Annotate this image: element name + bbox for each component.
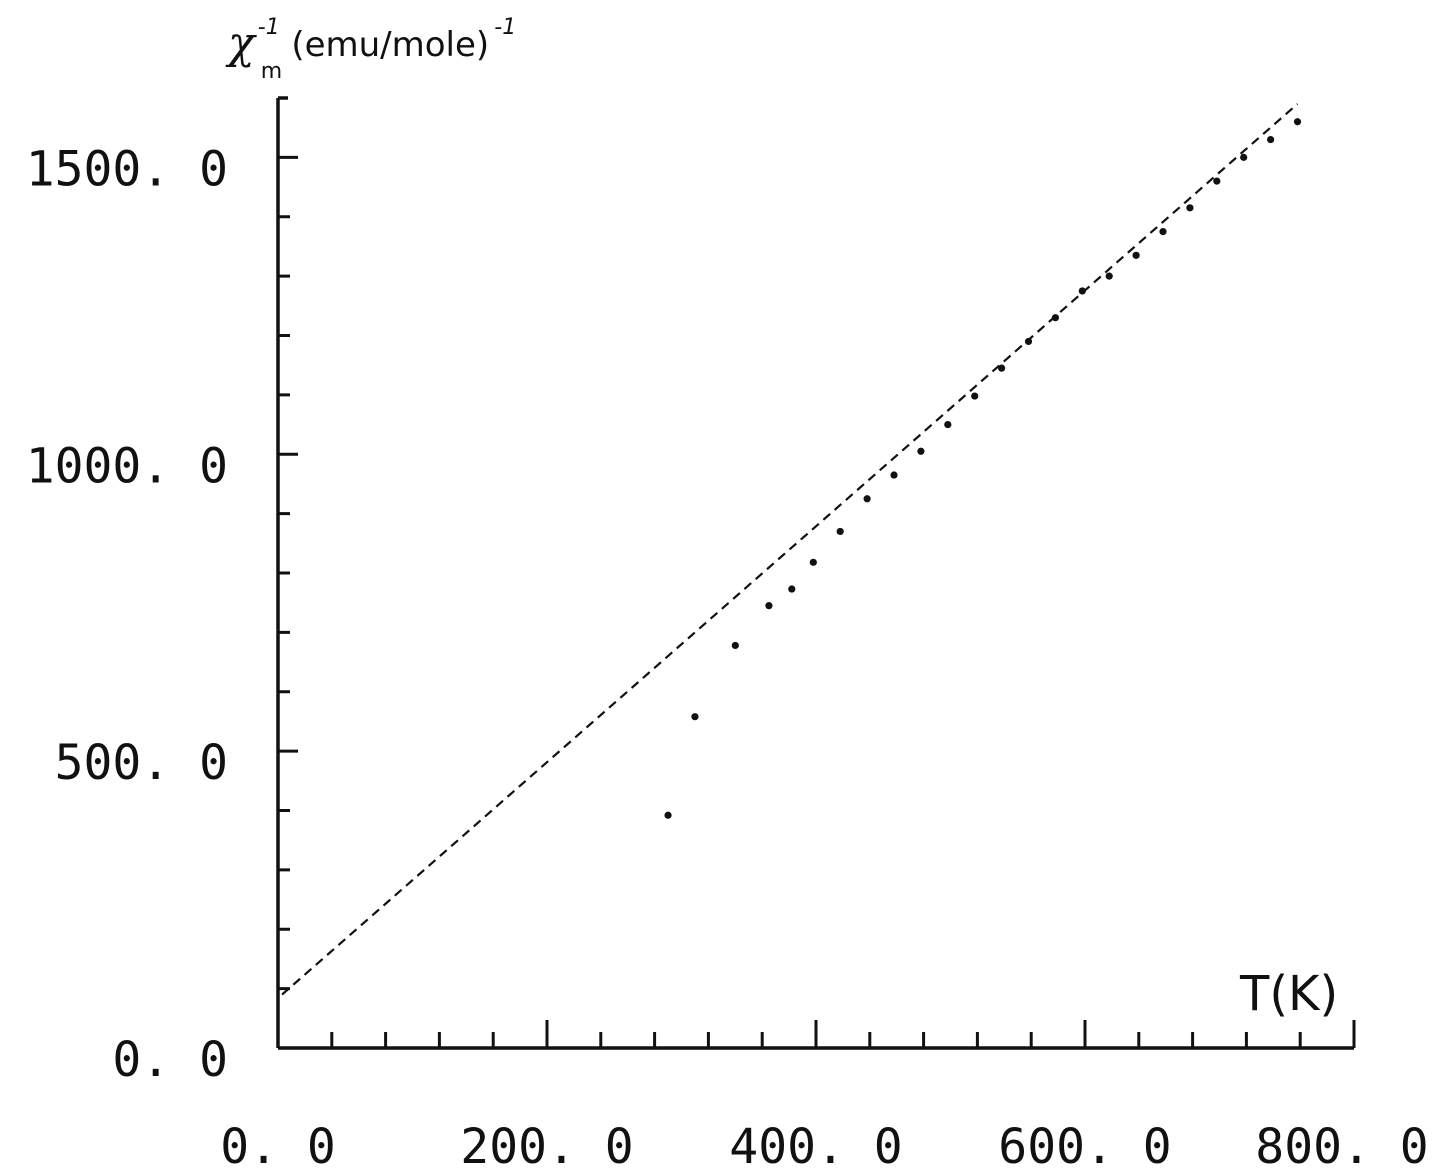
data-point <box>765 602 773 610</box>
data-point <box>863 495 871 503</box>
data-point <box>998 364 1006 372</box>
y-tick-label: 1500. 0 <box>26 141 228 197</box>
y-axis-symbol: χ <box>225 18 257 69</box>
ticks <box>278 155 1356 1048</box>
data-point <box>917 447 925 455</box>
axes <box>276 96 1354 1050</box>
data-point <box>691 713 699 721</box>
data-points <box>664 118 1302 819</box>
data-point <box>1105 272 1113 280</box>
fit-line <box>281 103 1299 996</box>
tick-labels: 0. 0 200. 0 400. 0 600. 0 800. 0 0. 0 500. 0 10… <box>26 141 1429 1174</box>
data-point <box>731 641 739 650</box>
data-point <box>1267 135 1275 144</box>
data-point <box>1186 204 1194 212</box>
data-point <box>1051 314 1060 322</box>
data-point <box>1159 227 1167 236</box>
data-point <box>1078 287 1086 295</box>
data-point <box>944 420 952 429</box>
y-tick-label: 0. 0 <box>112 1032 228 1088</box>
y-axis-unit-superscript: -1 <box>494 15 516 40</box>
x-axis-title: T(K) <box>1239 966 1338 1022</box>
data-point <box>664 811 672 819</box>
data-point <box>836 527 844 536</box>
data-point <box>1293 118 1302 126</box>
y-tick-label: 1000. 0 <box>26 438 228 494</box>
data-point <box>890 471 898 479</box>
y-axis-unit: (emu/mole) <box>291 25 489 65</box>
y-axis-superscript: -1 <box>258 15 280 40</box>
x-tick-label: 600. 0 <box>998 1119 1171 1174</box>
data-point <box>1240 153 1248 161</box>
y-axis-title: χ -1 m (emu/mole) -1 <box>225 15 516 84</box>
data-point <box>1132 251 1140 259</box>
data-point <box>809 558 817 566</box>
x-tick-label: 0. 0 <box>220 1119 336 1174</box>
x-tick-label: 200. 0 <box>460 1119 633 1174</box>
data-point <box>1213 177 1221 185</box>
x-tick-label: 800. 0 <box>1255 1119 1428 1174</box>
y-axis-subscript: m <box>261 59 282 84</box>
data-point <box>971 392 979 400</box>
data-point <box>1024 337 1033 346</box>
x-tick-label: 400. 0 <box>729 1119 902 1174</box>
data-point <box>788 585 796 593</box>
y-tick-label: 500. 0 <box>55 735 228 791</box>
